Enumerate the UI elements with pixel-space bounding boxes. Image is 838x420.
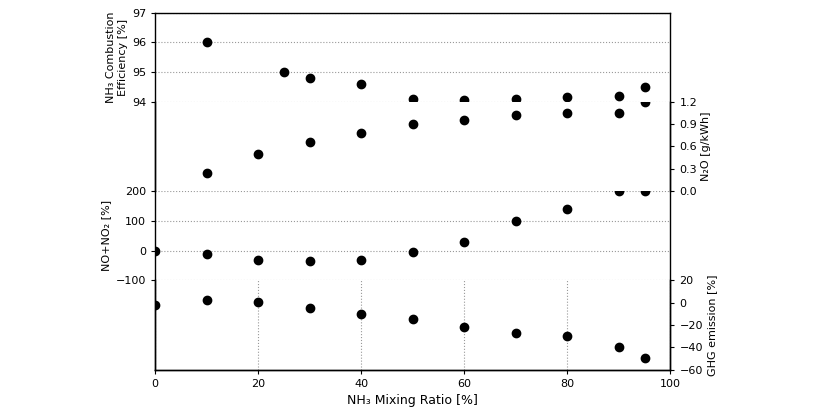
Y-axis label: N₂O [g/kWh]: N₂O [g/kWh] <box>701 112 711 181</box>
Y-axis label: GHG emission [%]: GHG emission [%] <box>707 274 717 376</box>
Y-axis label: NO+NO₂ [%]: NO+NO₂ [%] <box>101 200 111 271</box>
X-axis label: NH₃ Mixing Ratio [%]: NH₃ Mixing Ratio [%] <box>347 394 478 407</box>
Y-axis label: NH₃ Combustion
Efficiency [%]: NH₃ Combustion Efficiency [%] <box>106 11 127 103</box>
